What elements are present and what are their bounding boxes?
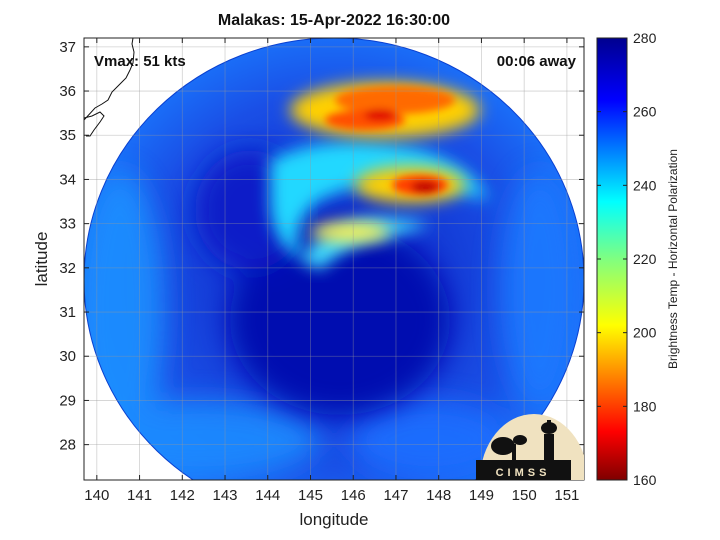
colorbar-label: Brightness Temp - Horizontal Polarizatio… xyxy=(666,149,680,369)
vmax-annotation: Vmax: 51 kts xyxy=(94,53,186,70)
x-tick-label: 141 xyxy=(127,487,152,504)
y-tick-label: 31 xyxy=(59,304,76,321)
x-tick-label: 149 xyxy=(469,487,494,504)
x-tick-label: 143 xyxy=(213,487,238,504)
colorbar-tick-label: 160 xyxy=(633,472,657,488)
x-tick-label: 150 xyxy=(512,487,537,504)
x-tick-label: 142 xyxy=(170,487,195,504)
y-axis-label: latitude xyxy=(32,231,51,287)
time-away-annotation: 00:06 away xyxy=(496,53,576,70)
logo-text: CIMSS xyxy=(496,467,551,479)
x-axis-label: longitude xyxy=(299,510,369,529)
colorbar-tick-label: 260 xyxy=(633,104,657,120)
colorbar xyxy=(596,37,628,481)
brightness-temp-swath xyxy=(84,38,584,480)
y-tick-label: 28 xyxy=(59,437,76,454)
y-tick-label: 32 xyxy=(59,260,76,277)
x-tick-label: 145 xyxy=(298,487,323,504)
y-tick-label: 35 xyxy=(59,127,76,144)
gridlines xyxy=(84,38,584,480)
colorbar-tick-label: 280 xyxy=(633,30,657,46)
y-axis: 28 29 30 31 32 33 34 35 36 37 xyxy=(59,39,584,454)
x-tick-label: 151 xyxy=(554,487,579,504)
y-tick-label: 29 xyxy=(59,392,76,409)
x-tick-label: 147 xyxy=(383,487,408,504)
colorbar-tick-label: 200 xyxy=(633,325,657,341)
chart-title: Malakas: 15-Apr-2022 16:30:00 xyxy=(217,12,451,29)
x-tick-label: 148 xyxy=(426,487,451,504)
colorbar-tick-label: 180 xyxy=(633,398,657,414)
y-tick-label: 30 xyxy=(59,348,76,365)
x-axis: 140 141 142 143 144 145 146 147 148 149 150 151 xyxy=(84,38,579,504)
y-tick-label: 36 xyxy=(59,83,76,100)
colorbar-tick-label: 240 xyxy=(633,177,657,193)
y-tick-label: 34 xyxy=(59,171,76,188)
colorbar-tick-label: 220 xyxy=(633,251,657,267)
colorbar-ticks: 160 180 200 220 240 260 280 xyxy=(597,30,657,488)
axes-frame xyxy=(83,37,585,481)
y-tick-label: 37 xyxy=(59,39,76,56)
y-tick-label: 33 xyxy=(59,216,76,233)
x-tick-label: 144 xyxy=(255,487,280,504)
x-tick-label: 140 xyxy=(84,487,109,504)
x-tick-label: 146 xyxy=(341,487,366,504)
cimss-logo: CIMSS xyxy=(476,414,584,480)
coastline xyxy=(84,38,135,137)
